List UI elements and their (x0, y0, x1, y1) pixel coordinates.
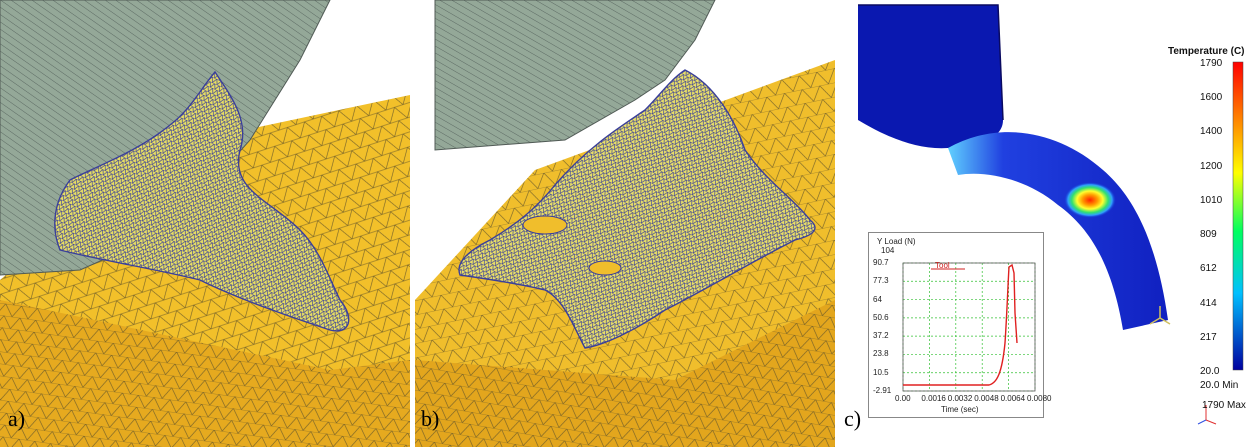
y-tick-label: 77.3 (873, 276, 889, 286)
y-tick-label: 37.2 (873, 331, 889, 341)
panel-c-thermal-render (858, 4, 1244, 425)
chip-mesh (54, 70, 350, 332)
chip-hole (588, 260, 622, 276)
tool-body (434, 0, 716, 151)
x-tick-label: 0.0064 (1000, 394, 1026, 403)
y-tick-label: 23.8 (873, 349, 889, 359)
panel-label-c: c) (844, 406, 862, 431)
colorbar-max-label: 1790 Max (1202, 400, 1246, 411)
y-tick-label: 64 (873, 294, 882, 304)
y-tick-label: 50.6 (873, 312, 889, 322)
load-plot-svg (902, 262, 1036, 392)
x-tick-label: 0.0016 (921, 394, 946, 403)
colorbar-tick: 414 (1200, 297, 1217, 309)
load-plot: Y Load (N) 104 90.7 77.3 64 50.6 37.2 23.8 10.… (868, 232, 1051, 418)
workpiece-front-face (0, 300, 410, 447)
chip-thermal (948, 132, 1168, 330)
load-curve (903, 263, 1018, 386)
workpiece-front-face (415, 300, 835, 447)
colorbar-tick: 20.0 (1200, 366, 1220, 377)
colorbar-tick: 217 (1200, 331, 1217, 343)
colorbar-tick: 1200 (1200, 160, 1223, 172)
axis-triad-icon (1149, 306, 1171, 325)
colorbar-tick: 1400 (1200, 126, 1223, 138)
load-plot-xlabel: Time (sec) (941, 405, 979, 414)
panel-a-mesh-render (0, 0, 410, 447)
colorbar-tick: 612 (1200, 263, 1217, 275)
colorbar-tick: 1010 (1200, 194, 1223, 206)
chip-mesh (458, 69, 816, 349)
chip-hole (522, 215, 568, 235)
panel-b: b) (415, 0, 835, 447)
y-tick-label: -2.91 (873, 386, 892, 395)
load-plot-legend: Tool (935, 261, 950, 270)
colorbar-min-label: 20.0 Min (1200, 380, 1239, 391)
panel-c: Temperature (C) 1790 1600 1400 1200 1010 809 6… (838, 0, 1251, 447)
plot-axes-frame (902, 262, 1036, 392)
hotspot (1064, 182, 1116, 218)
panel-label-a: a) (8, 406, 26, 431)
colorbar-title: Temperature (C) (1168, 46, 1245, 57)
colorbar-tick: 1790 (1200, 58, 1223, 69)
panel-a: a) (0, 0, 410, 447)
colorbar-gradient (1232, 61, 1244, 371)
tool-thermal (858, 5, 1003, 149)
load-plot-ylabel: Y Load (N) (877, 237, 916, 246)
x-tick-label: 0.0032 (947, 394, 973, 403)
panel-label-b: b) (421, 406, 440, 431)
colorbar-tick: 809 (1200, 229, 1217, 241)
panel-b-mesh-render (415, 0, 835, 447)
x-tick-label: 0.0048 (974, 394, 999, 403)
y-tick-label: 10.5 (873, 367, 889, 377)
x-tick-label: 0.00 (895, 394, 911, 403)
colorbar-tick: 1600 (1200, 92, 1223, 104)
x-tick-label: 0.0080 (1027, 394, 1052, 403)
y-tick-label: 90.7 (873, 258, 889, 267)
load-plot-ymax: 104 (881, 246, 895, 255)
axis-triad-corner-icon (1197, 405, 1217, 425)
